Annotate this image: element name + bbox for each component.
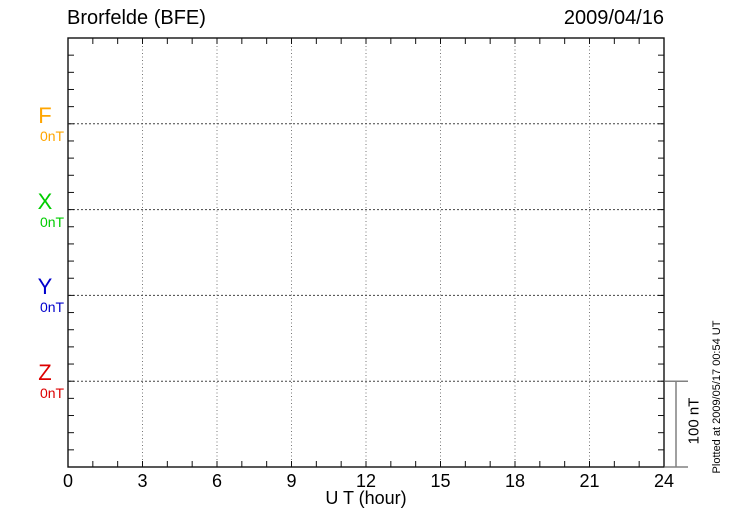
- channel-label-x: X: [37, 188, 53, 214]
- xtick-6: 6: [211, 471, 222, 491]
- plotted-at-note: Plotted at 2009/05/17 00:54 UT: [711, 320, 723, 474]
- channel-baseline-f: 0nT: [39, 127, 65, 144]
- channel-label-z: Z: [38, 360, 52, 386]
- xtick-24: 24: [653, 471, 675, 491]
- plot-date: 2009/04/16: [563, 7, 664, 29]
- channel-label-f: F: [38, 102, 52, 128]
- xtick-3: 3: [137, 471, 148, 491]
- xtick-18: 18: [504, 471, 526, 491]
- page-title: Brorfelde (BFE): [67, 7, 206, 29]
- xtick-15: 15: [430, 471, 451, 491]
- channel-baseline-z: 0nT: [39, 385, 65, 402]
- scale-bar-label: 100 nT: [685, 397, 703, 445]
- channel-baseline-x: 0nT: [39, 213, 65, 230]
- channel-baseline-y: 0nT: [39, 299, 65, 316]
- channel-label-y: Y: [37, 274, 53, 300]
- xtick-21: 21: [579, 471, 600, 491]
- xtick-12: 12: [355, 471, 377, 491]
- xtick-0: 0: [62, 471, 73, 491]
- xtick-9: 9: [286, 471, 297, 491]
- x-axis-label: U T (hour): [325, 488, 407, 508]
